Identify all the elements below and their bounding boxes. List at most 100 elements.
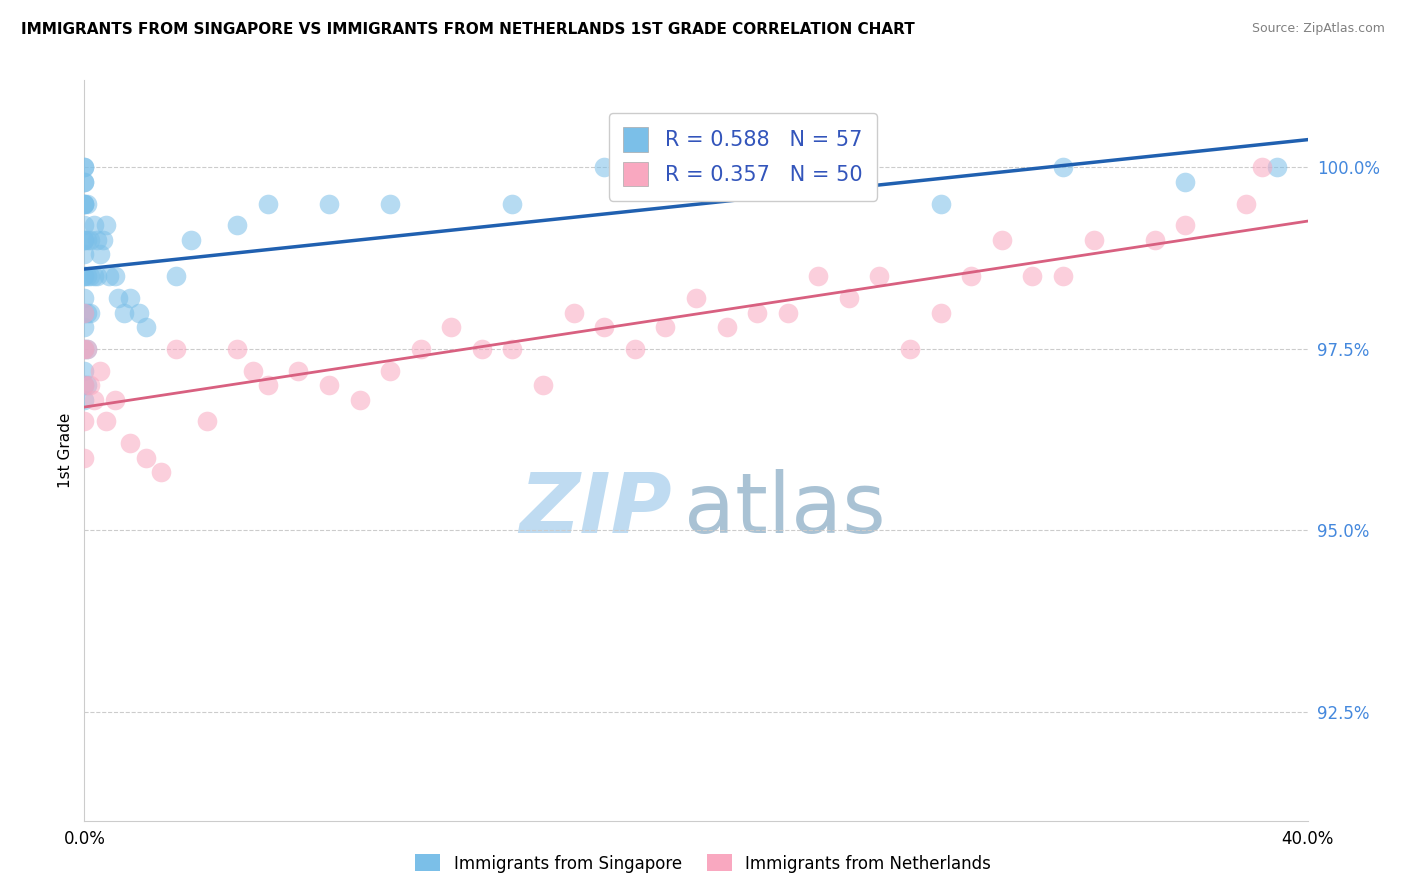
- Point: [73, 392, 96, 407]
- Point: [73, 342, 96, 356]
- Point: [180, 233, 202, 247]
- Point: [73, 269, 96, 284]
- Text: IMMIGRANTS FROM SINGAPORE VS IMMIGRANTS FROM NETHERLANDS 1ST GRADE CORRELATION C: IMMIGRANTS FROM SINGAPORE VS IMMIGRANTS …: [21, 22, 915, 37]
- Point: [73, 291, 96, 305]
- Point: [73, 175, 96, 189]
- Point: [502, 196, 524, 211]
- Y-axis label: 1st Grade: 1st Grade: [58, 413, 73, 488]
- Point: [73, 320, 96, 334]
- Point: [318, 378, 340, 392]
- Point: [73, 342, 96, 356]
- Point: [73, 175, 96, 189]
- Point: [79, 305, 101, 319]
- Text: atlas: atlas: [683, 469, 886, 550]
- Point: [120, 291, 142, 305]
- Point: [76, 378, 98, 392]
- Point: [287, 363, 309, 377]
- Point: [165, 342, 187, 356]
- Point: [86, 269, 108, 284]
- Point: [226, 342, 249, 356]
- Point: [898, 342, 921, 356]
- Text: ZIP: ZIP: [519, 469, 672, 550]
- Point: [1236, 196, 1258, 211]
- Point: [83, 219, 105, 233]
- Point: [83, 269, 105, 284]
- Point: [79, 269, 101, 284]
- Legend: Immigrants from Singapore, Immigrants from Netherlands: Immigrants from Singapore, Immigrants fr…: [409, 847, 997, 880]
- Point: [165, 269, 187, 284]
- Point: [991, 233, 1014, 247]
- Point: [1052, 161, 1074, 175]
- Point: [807, 269, 830, 284]
- Point: [73, 450, 96, 465]
- Point: [76, 233, 98, 247]
- Point: [242, 363, 264, 377]
- Point: [1265, 161, 1288, 175]
- Point: [257, 378, 280, 392]
- Point: [73, 414, 96, 428]
- Point: [226, 219, 249, 233]
- Point: [128, 305, 150, 319]
- Point: [135, 450, 157, 465]
- Point: [112, 305, 135, 319]
- Point: [195, 414, 218, 428]
- Point: [73, 196, 96, 211]
- Point: [91, 233, 114, 247]
- Point: [76, 342, 98, 356]
- Point: [104, 269, 127, 284]
- Point: [73, 269, 96, 284]
- Point: [440, 320, 463, 334]
- Point: [929, 305, 952, 319]
- Point: [624, 342, 647, 356]
- Point: [76, 196, 98, 211]
- Point: [838, 161, 860, 175]
- Legend: R = 0.588   N = 57, R = 0.357   N = 50: R = 0.588 N = 57, R = 0.357 N = 50: [609, 113, 877, 201]
- Point: [1021, 269, 1043, 284]
- Point: [73, 161, 96, 175]
- Point: [1083, 233, 1105, 247]
- Point: [929, 196, 952, 211]
- Point: [380, 363, 402, 377]
- Point: [593, 320, 616, 334]
- Point: [1250, 161, 1272, 175]
- Point: [685, 291, 707, 305]
- Point: [83, 392, 105, 407]
- Point: [76, 342, 98, 356]
- Point: [120, 436, 142, 450]
- Text: Source: ZipAtlas.com: Source: ZipAtlas.com: [1251, 22, 1385, 36]
- Point: [73, 378, 96, 392]
- Point: [73, 161, 96, 175]
- Point: [73, 363, 96, 377]
- Point: [76, 269, 98, 284]
- Point: [73, 378, 96, 392]
- Point: [502, 342, 524, 356]
- Point: [685, 175, 707, 189]
- Point: [960, 269, 983, 284]
- Point: [73, 233, 96, 247]
- Point: [1174, 175, 1197, 189]
- Point: [94, 219, 117, 233]
- Point: [409, 342, 432, 356]
- Point: [73, 196, 96, 211]
- Point: [135, 320, 157, 334]
- Point: [869, 269, 891, 284]
- Point: [349, 392, 371, 407]
- Point: [716, 320, 738, 334]
- Point: [380, 196, 402, 211]
- Point: [73, 196, 96, 211]
- Point: [94, 414, 117, 428]
- Point: [1143, 233, 1166, 247]
- Point: [471, 342, 494, 356]
- Point: [654, 320, 676, 334]
- Point: [79, 233, 101, 247]
- Point: [73, 219, 96, 233]
- Point: [73, 247, 96, 261]
- Point: [73, 233, 96, 247]
- Point: [776, 305, 799, 319]
- Point: [104, 392, 127, 407]
- Point: [531, 378, 554, 392]
- Point: [107, 291, 129, 305]
- Point: [562, 305, 585, 319]
- Point: [593, 161, 616, 175]
- Point: [1174, 219, 1197, 233]
